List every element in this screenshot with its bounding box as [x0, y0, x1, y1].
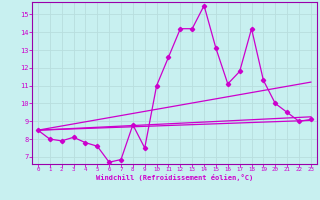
X-axis label: Windchill (Refroidissement éolien,°C): Windchill (Refroidissement éolien,°C)	[96, 174, 253, 181]
